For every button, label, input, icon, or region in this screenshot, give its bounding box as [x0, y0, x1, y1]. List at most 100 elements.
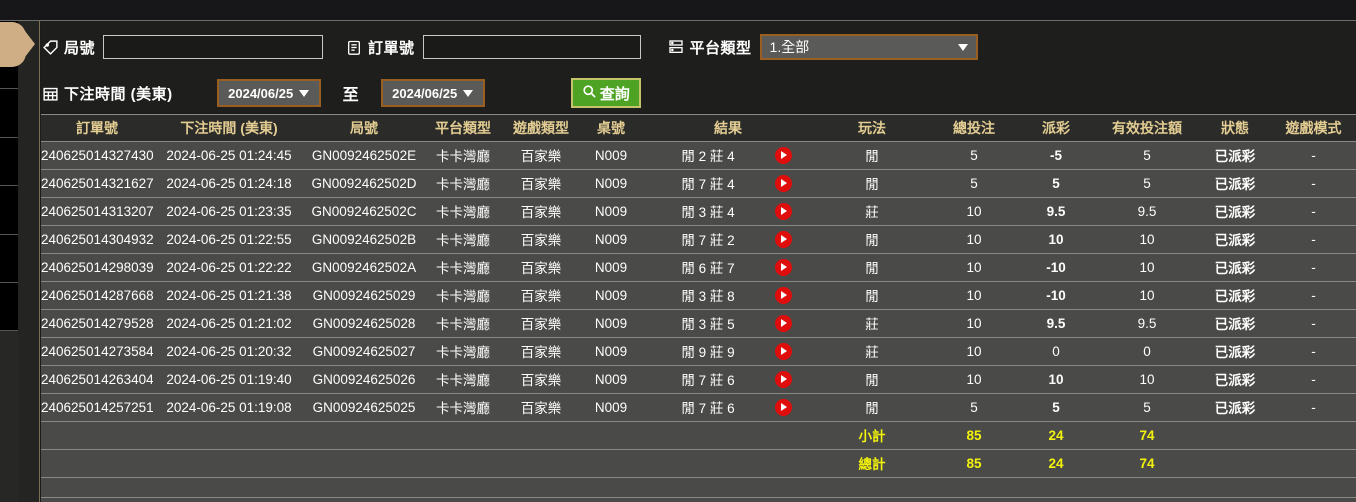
summary-spacer	[1199, 449, 1271, 478]
cell-platform: 卡卡灣廳	[423, 169, 503, 198]
records-table: 訂單號 下注時間 (美東) 局號 平台類型 遊戲類型 桌號 結果 玩法 總投注 …	[41, 115, 1356, 498]
cell-platform: 卡卡灣廳	[423, 141, 503, 170]
cell-result: 閒 3 莊 5	[643, 309, 813, 338]
col-header-table-no[interactable]: 桌號	[579, 115, 643, 142]
col-header-bet-time[interactable]: 下注時間 (美東)	[153, 115, 305, 142]
table-row[interactable]: 240625014304932 2024-06-25 01:22:55 GN0092…	[41, 225, 1356, 254]
col-header-total-bet[interactable]: 總投注	[931, 115, 1017, 142]
cell-bet-time: 2024-06-25 01:19:40	[153, 365, 305, 394]
search-button-label: 查詢	[599, 85, 630, 103]
input-round-no[interactable]	[103, 35, 324, 59]
summary-spacer	[153, 449, 305, 478]
table-row[interactable]: 240625014257251 2024-06-25 01:19:08 GN0092…	[41, 393, 1356, 422]
cell-table-no: N009	[579, 169, 643, 198]
summary-spacer	[305, 449, 423, 478]
filler-cell	[1271, 477, 1356, 498]
rail-cell[interactable]	[0, 283, 18, 331]
cell-order-no: 240625014273584	[41, 337, 153, 366]
summary-row: 小計 85 24 74	[41, 421, 1356, 450]
play-icon[interactable]	[774, 398, 792, 416]
col-header-valid-bet[interactable]: 有效投注額	[1095, 115, 1199, 142]
table-row[interactable]: 240625014273584 2024-06-25 01:20:32 GN0092…	[41, 337, 1356, 366]
filler-cell	[153, 477, 305, 498]
cell-table-no: N009	[579, 393, 643, 422]
summary-row: 總計 85 24 74	[41, 449, 1356, 478]
col-header-order-no[interactable]: 訂單號	[41, 115, 153, 142]
cell-game-mode: -	[1271, 365, 1356, 394]
table-row[interactable]: 240625014279528 2024-06-25 01:21:02 GN0092…	[41, 309, 1356, 338]
col-header-game-type[interactable]: 遊戲類型	[503, 115, 579, 142]
col-header-round-no[interactable]: 局號	[305, 115, 423, 142]
filler-cell	[1017, 477, 1095, 498]
result-wrapper: 閒 7 莊 2	[643, 229, 813, 249]
cell-valid-bet: 10	[1095, 225, 1199, 254]
cell-order-no: 240625014298039	[41, 253, 153, 282]
cell-status: 已派彩	[1199, 337, 1271, 366]
result-wrapper: 閒 2 莊 4	[643, 145, 813, 165]
rail-cell-empty	[0, 331, 18, 502]
play-icon[interactable]	[774, 314, 792, 332]
result-text: 閒 9 莊 9	[681, 345, 735, 360]
result-text: 閒 7 莊 4	[681, 177, 735, 192]
cell-game-mode: -	[1271, 225, 1356, 254]
select-platform-type[interactable]: 1.全部	[759, 34, 978, 60]
date-picker-to[interactable]: 2024/06/25	[380, 79, 485, 107]
summary-spacer	[305, 421, 423, 450]
col-header-game-mode[interactable]: 遊戲模式	[1271, 115, 1356, 142]
play-icon[interactable]	[774, 342, 792, 360]
play-icon[interactable]	[774, 370, 792, 388]
summary-total-bet: 85	[931, 449, 1017, 478]
cell-total-bet: 10	[931, 309, 1017, 338]
cell-result: 閒 9 莊 9	[643, 337, 813, 366]
cell-game-mode: -	[1271, 337, 1356, 366]
play-icon[interactable]	[774, 286, 792, 304]
cell-platform: 卡卡灣廳	[423, 309, 503, 338]
table-row[interactable]: 240625014327430 2024-06-25 01:24:45 GN0092…	[41, 141, 1356, 170]
table-row[interactable]: 240625014313207 2024-06-25 01:23:35 GN0092…	[41, 197, 1356, 226]
cell-bet-time: 2024-06-25 01:19:08	[153, 393, 305, 422]
col-header-bet-type[interactable]: 玩法	[813, 115, 931, 142]
cell-payout: 10	[1017, 225, 1095, 254]
col-header-status[interactable]: 狀態	[1199, 115, 1271, 142]
play-icon[interactable]	[774, 146, 792, 164]
rail-cell[interactable]	[0, 89, 18, 138]
search-button[interactable]: 查詢	[570, 78, 641, 108]
cell-platform: 卡卡灣廳	[423, 365, 503, 394]
cell-bet-time: 2024-06-25 01:20:32	[153, 337, 305, 366]
table-row[interactable]: 240625014321627 2024-06-25 01:24:18 GN0092…	[41, 169, 1356, 198]
col-header-result[interactable]: 結果	[643, 115, 813, 142]
play-icon[interactable]	[774, 202, 792, 220]
cell-payout: -5	[1017, 141, 1095, 170]
col-header-platform[interactable]: 平台類型	[423, 115, 503, 142]
cell-valid-bet: 10	[1095, 253, 1199, 282]
play-icon[interactable]	[774, 230, 792, 248]
cell-payout: 9.5	[1017, 309, 1095, 338]
cell-payout: 5	[1017, 393, 1095, 422]
play-icon[interactable]	[774, 258, 792, 276]
play-icon[interactable]	[774, 174, 792, 192]
cell-payout: -10	[1017, 281, 1095, 310]
input-order-no[interactable]	[422, 35, 641, 59]
cell-payout: 10	[1017, 365, 1095, 394]
filler-cell	[813, 477, 931, 498]
cell-table-no: N009	[579, 337, 643, 366]
rail-cell[interactable]	[0, 235, 18, 283]
date-picker-from[interactable]: 2024/06/25	[216, 79, 321, 107]
cell-bet-type: 閒	[813, 141, 931, 170]
active-tab-marker[interactable]	[0, 22, 35, 67]
table-row[interactable]: 240625014287668 2024-06-25 01:21:38 GN0092…	[41, 281, 1356, 310]
cell-round-no: GN00924625028	[305, 309, 423, 338]
cell-result: 閒 3 莊 4	[643, 197, 813, 226]
cell-table-no: N009	[579, 197, 643, 226]
summary-spacer	[503, 421, 579, 450]
table-row[interactable]: 240625014298039 2024-06-25 01:22:22 GN0092…	[41, 253, 1356, 282]
table-row[interactable]: 240625014263404 2024-06-25 01:19:40 GN0092…	[41, 365, 1356, 394]
result-text: 閒 3 莊 8	[681, 289, 735, 304]
col-header-payout[interactable]: 派彩	[1017, 115, 1095, 142]
cell-bet-type: 閒	[813, 365, 931, 394]
rail-divider	[18, 21, 40, 502]
cell-result: 閒 7 莊 2	[643, 225, 813, 254]
rail-cell[interactable]	[0, 186, 18, 235]
label-bet-time: 下注時間 (美東)	[64, 85, 173, 103]
rail-cell[interactable]	[0, 138, 18, 186]
